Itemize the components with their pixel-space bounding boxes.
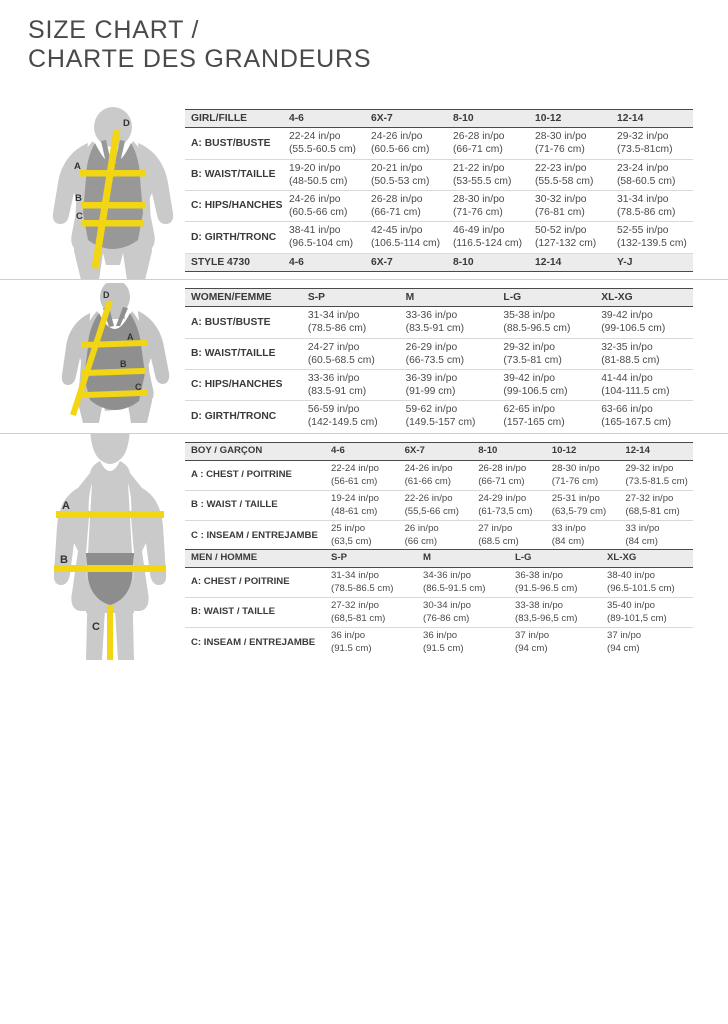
svg-text:C: C (92, 621, 100, 633)
svg-text:C: C (135, 382, 142, 392)
svg-text:A: A (62, 500, 70, 512)
svg-text:B: B (75, 193, 82, 204)
svg-text:D: D (103, 290, 110, 300)
svg-text:C: C (76, 211, 83, 222)
svg-text:A: A (127, 332, 134, 342)
svg-text:D: D (123, 118, 130, 129)
svg-text:A: A (74, 161, 81, 172)
svg-text:B: B (120, 359, 127, 369)
svg-text:B: B (60, 554, 68, 566)
